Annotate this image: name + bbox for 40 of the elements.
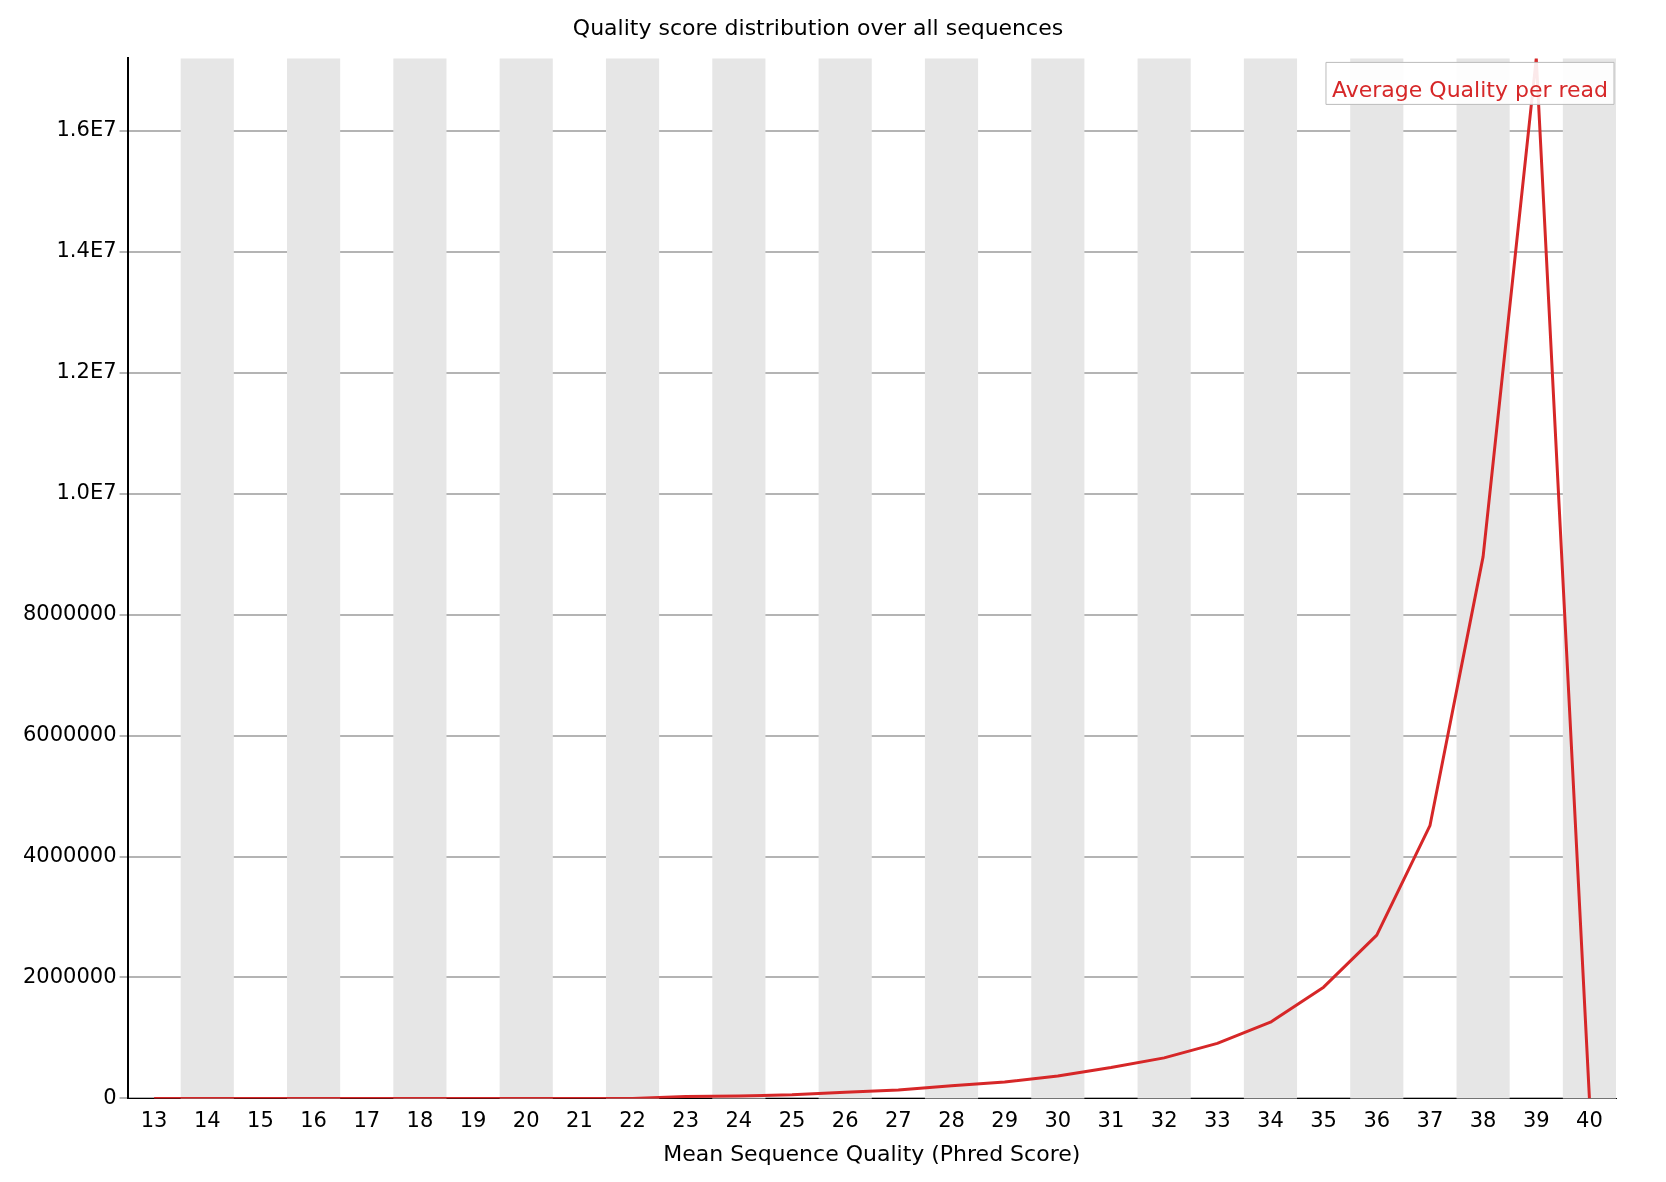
x-tick-label: 17: [353, 1108, 381, 1133]
x-tick-label: 24: [725, 1108, 753, 1133]
y-tick-label: 4000000: [22, 842, 117, 867]
x-tick-label: 28: [938, 1108, 965, 1133]
x-tick-label: 16: [300, 1108, 327, 1133]
y-tick-label: 2000000: [22, 963, 117, 988]
x-tick-label: 39: [1522, 1108, 1550, 1133]
x-tick-label: 19: [459, 1108, 487, 1133]
x-tick-label: 20: [512, 1108, 540, 1133]
x-tick-label: 30: [1044, 1108, 1072, 1133]
x-tick-label: 22: [619, 1108, 646, 1133]
x-axis-title: Mean Sequence Quality (Phred Score): [663, 1140, 1081, 1166]
x-tick-label: 21: [566, 1108, 593, 1133]
y-tick-label: 6000000: [22, 722, 117, 747]
x-tick-label: 23: [672, 1108, 700, 1133]
y-tick-label: 1.4E7: [56, 238, 117, 263]
x-tick-label: 35: [1310, 1108, 1337, 1133]
x-tick-label: 25: [778, 1108, 806, 1133]
x-tick-label: 36: [1363, 1108, 1391, 1133]
x-tick-label: 32: [1150, 1108, 1178, 1133]
text: Average Quality per read: [1331, 77, 1609, 103]
x-tick-label: 27: [884, 1108, 912, 1133]
x-tick-label: 38: [1469, 1108, 1497, 1133]
x-tick-label: 34: [1257, 1108, 1284, 1133]
x-tick-label: 26: [831, 1108, 859, 1133]
x-tick-label: 13: [140, 1108, 168, 1133]
x-tick-label: 40: [1576, 1108, 1603, 1133]
y-tick-label: 1.6E7: [56, 117, 117, 142]
y-tick-label: 1.0E7: [56, 480, 117, 505]
y-tick-label: 0: [103, 1084, 117, 1109]
x-tick-label: 18: [406, 1108, 434, 1133]
x-tick-label: 33: [1203, 1108, 1231, 1133]
x-tick-label: 37: [1416, 1108, 1444, 1133]
y-tick-label: 8000000: [22, 601, 117, 626]
chart-title: Quality score distribution over all sequences: [572, 14, 1064, 40]
x-tick-label: 29: [991, 1108, 1019, 1133]
x-tick-label: 31: [1097, 1108, 1125, 1133]
x-tick-label: 15: [247, 1108, 274, 1133]
x-tick-label: 14: [193, 1108, 221, 1133]
y-tick-label: 1.2E7: [56, 359, 117, 384]
